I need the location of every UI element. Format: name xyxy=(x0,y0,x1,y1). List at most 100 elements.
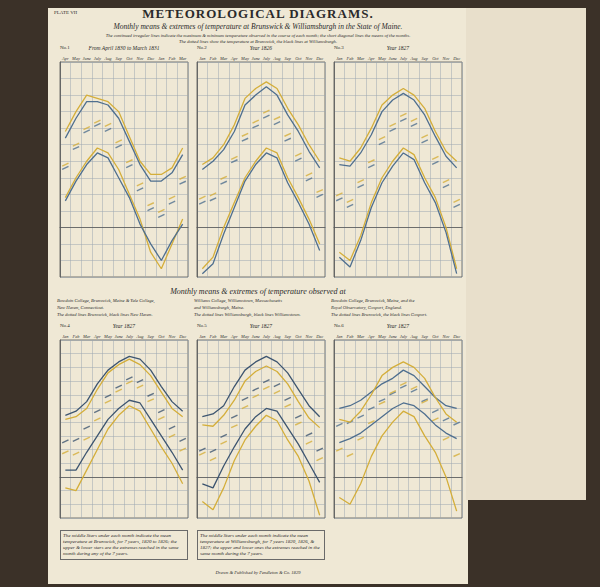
svg-text:June: June xyxy=(83,56,91,61)
svg-text:Feb: Feb xyxy=(72,334,81,339)
svg-text:June: June xyxy=(389,56,397,61)
html-text:Bowdoin College, Brunswick, Ma: Bowdoin College, Brunswick, Maine, and t… xyxy=(331,298,415,303)
html-text:Year 1827: Year 1827 xyxy=(249,323,273,329)
svg-text:Dec: Dec xyxy=(452,334,460,339)
html-text:No.3: No.3 xyxy=(334,45,344,50)
svg-text:Oct: Oct xyxy=(432,56,439,61)
svg-text:Apr: Apr xyxy=(367,56,375,61)
svg-text:Apr: Apr xyxy=(230,56,238,61)
svg-text:May: May xyxy=(377,56,386,61)
svg-text:Sep: Sep xyxy=(421,334,428,339)
html-text:Bowdoin College, Brunswick, Ma: Bowdoin College, Brunswick, Maine & Yale… xyxy=(57,298,155,303)
svg-text:Dec: Dec xyxy=(315,56,323,61)
svg-text:Sep: Sep xyxy=(284,56,291,61)
html-text:No.1: No.1 xyxy=(60,45,70,50)
html-text:Year 1826: Year 1826 xyxy=(249,45,273,51)
svg-text:Nov: Nov xyxy=(441,334,449,339)
html-text:The dotted lines Brunswick, bl: The dotted lines Brunswick, black lines … xyxy=(57,312,153,317)
svg-text:Sep: Sep xyxy=(421,56,428,61)
svg-text:Jan: Jan xyxy=(336,56,343,61)
svg-text:Nov: Nov xyxy=(441,56,449,61)
svg-text:May: May xyxy=(71,56,80,61)
svg-text:May: May xyxy=(377,334,386,339)
html-text:No.5: No.5 xyxy=(197,323,207,328)
svg-text:Dec: Dec xyxy=(452,56,460,61)
svg-text:Aug: Aug xyxy=(409,56,418,61)
svg-text:Sep: Sep xyxy=(115,56,122,61)
svg-text:Apr: Apr xyxy=(230,334,238,339)
html-text:Monthly means & extremes of te: Monthly means & extremes of temperature … xyxy=(170,287,346,296)
html-text:Year 1827: Year 1827 xyxy=(386,323,410,329)
svg-text:Feb: Feb xyxy=(346,56,355,61)
html-text:No.4: No.4 xyxy=(60,323,70,328)
html-text:No.2: No.2 xyxy=(197,45,207,50)
svg-text:Aug: Aug xyxy=(103,56,112,61)
svg-text:Nov: Nov xyxy=(304,56,312,61)
svg-text:July: July xyxy=(126,334,133,339)
svg-text:Oct: Oct xyxy=(295,334,302,339)
svg-text:Feb: Feb xyxy=(346,334,355,339)
svg-text:Jan: Jan xyxy=(62,334,69,339)
html-text:Williams College, Williamstown: Williams College, Williamstown, Massachu… xyxy=(194,298,282,303)
svg-text:July: July xyxy=(263,56,270,61)
svg-text:Mar: Mar xyxy=(219,56,228,61)
html-text:The dotted lines show the temp: The dotted lines show the temperature at… xyxy=(178,39,338,44)
html-text:PLATE VII: PLATE VII xyxy=(54,10,78,15)
svg-text:May: May xyxy=(240,56,249,61)
svg-text:June: June xyxy=(252,334,260,339)
svg-text:Oct: Oct xyxy=(295,56,302,61)
svg-text:June: June xyxy=(389,334,397,339)
svg-text:Apr: Apr xyxy=(61,56,69,61)
html-text:Year 1827: Year 1827 xyxy=(112,323,136,329)
svg-text:Apr: Apr xyxy=(367,334,375,339)
svg-text:Oct: Oct xyxy=(432,334,439,339)
svg-text:Apr: Apr xyxy=(93,334,101,339)
html-text:METEOROLOGICAL DIAGRAMS.: METEOROLOGICAL DIAGRAMS. xyxy=(142,6,374,21)
svg-text:May: May xyxy=(103,334,112,339)
svg-text:Nov: Nov xyxy=(135,56,143,61)
svg-text:Feb: Feb xyxy=(209,334,218,339)
svg-text:Aug: Aug xyxy=(272,334,281,339)
svg-text:Oct: Oct xyxy=(126,56,133,61)
svg-text:Dec: Dec xyxy=(146,56,154,61)
html-text:The continued irregular lines: The continued irregular lines indicate t… xyxy=(105,33,411,38)
svg-text:Nov: Nov xyxy=(304,334,312,339)
svg-text:Oct: Oct xyxy=(158,334,165,339)
svg-text:Mar: Mar xyxy=(356,56,365,61)
svg-text:July: July xyxy=(400,56,407,61)
svg-text:Nov: Nov xyxy=(167,334,175,339)
html-text:The middle Stars under each mo: The middle Stars under each month indica… xyxy=(200,533,320,556)
svg-text:Feb: Feb xyxy=(209,56,218,61)
svg-text:June: June xyxy=(252,56,260,61)
svg-text:July: July xyxy=(400,334,407,339)
svg-text:Jan: Jan xyxy=(336,334,343,339)
svg-text:Sep: Sep xyxy=(147,334,154,339)
html-text:New Haven, Connecticut.: New Haven, Connecticut. xyxy=(57,305,104,310)
svg-text:Jan: Jan xyxy=(199,334,206,339)
html-text:Year 1827: Year 1827 xyxy=(386,45,410,51)
svg-text:May: May xyxy=(240,334,249,339)
svg-text:Dec: Dec xyxy=(178,334,186,339)
svg-text:July: July xyxy=(263,334,270,339)
html-text:The dotted lines Williamsburgh: The dotted lines Williamsburgh, black li… xyxy=(194,312,301,317)
svg-text:Mar: Mar xyxy=(219,334,228,339)
svg-text:Aug: Aug xyxy=(135,334,144,339)
svg-text:Mar: Mar xyxy=(178,56,187,61)
svg-text:Sep: Sep xyxy=(284,334,291,339)
html-text:The middle Stars under each mo: The middle Stars under each month indica… xyxy=(63,533,179,556)
svg-text:Aug: Aug xyxy=(409,334,418,339)
html-text:Royal Observatory, Gosport, En: Royal Observatory, Gosport, England. xyxy=(331,305,402,310)
svg-text:Jan: Jan xyxy=(158,56,165,61)
svg-text:Feb: Feb xyxy=(168,56,177,61)
svg-text:Dec: Dec xyxy=(315,334,323,339)
svg-text:June: June xyxy=(115,334,123,339)
svg-text:Mar: Mar xyxy=(356,334,365,339)
html-text:Monthly means & extremes of te: Monthly means & extremes of temperature … xyxy=(113,22,403,31)
html-text:From April 1830 to March 1831: From April 1830 to March 1831 xyxy=(88,45,160,51)
svg-text:Jan: Jan xyxy=(199,56,206,61)
svg-text:Aug: Aug xyxy=(272,56,281,61)
html-text:and Williamsburgh, Maine.: and Williamsburgh, Maine. xyxy=(194,305,245,310)
svg-text:July: July xyxy=(94,56,101,61)
html-text:No.6: No.6 xyxy=(334,323,344,328)
svg-text:Mar: Mar xyxy=(82,334,91,339)
